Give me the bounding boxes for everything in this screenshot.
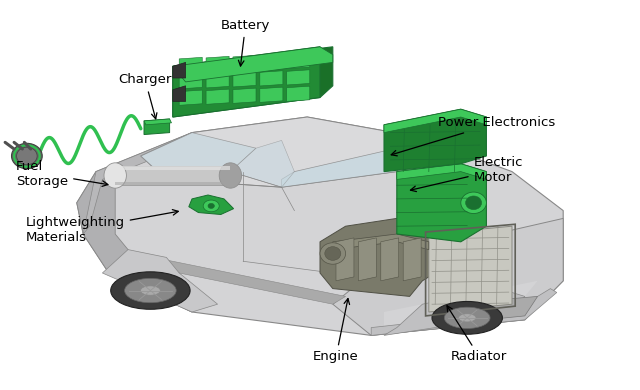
Polygon shape: [83, 133, 192, 234]
Polygon shape: [206, 89, 229, 104]
Ellipse shape: [104, 163, 127, 188]
Polygon shape: [397, 164, 486, 179]
Polygon shape: [233, 88, 256, 103]
Polygon shape: [320, 218, 435, 296]
Polygon shape: [173, 47, 320, 117]
Text: Fuel
Storage: Fuel Storage: [16, 160, 108, 188]
Polygon shape: [115, 182, 230, 185]
Polygon shape: [287, 86, 310, 101]
Ellipse shape: [444, 307, 490, 328]
Polygon shape: [233, 55, 256, 71]
Polygon shape: [115, 166, 230, 170]
Polygon shape: [206, 56, 229, 71]
Ellipse shape: [325, 247, 341, 261]
Polygon shape: [144, 119, 170, 135]
Polygon shape: [189, 195, 234, 215]
Polygon shape: [260, 87, 283, 102]
Polygon shape: [371, 289, 557, 335]
Polygon shape: [403, 238, 421, 281]
Text: Battery: Battery: [221, 19, 270, 66]
Polygon shape: [282, 136, 416, 187]
Text: Engine: Engine: [313, 298, 359, 363]
Polygon shape: [77, 172, 205, 312]
Polygon shape: [173, 47, 333, 117]
Text: Charger: Charger: [118, 73, 172, 119]
Ellipse shape: [141, 286, 160, 295]
Ellipse shape: [17, 147, 37, 165]
Ellipse shape: [12, 143, 42, 168]
Polygon shape: [287, 53, 310, 69]
Polygon shape: [448, 296, 538, 324]
Polygon shape: [333, 234, 429, 250]
Polygon shape: [173, 86, 186, 101]
Ellipse shape: [204, 200, 219, 212]
Polygon shape: [77, 117, 563, 335]
Polygon shape: [115, 166, 230, 185]
Ellipse shape: [466, 196, 482, 210]
Polygon shape: [141, 133, 256, 179]
Polygon shape: [233, 72, 256, 87]
Polygon shape: [260, 54, 283, 69]
Polygon shape: [397, 164, 486, 242]
Ellipse shape: [219, 163, 241, 188]
Polygon shape: [141, 257, 346, 304]
Polygon shape: [384, 109, 486, 172]
Polygon shape: [260, 71, 283, 86]
Text: Power Electronics: Power Electronics: [391, 116, 556, 156]
Polygon shape: [144, 119, 172, 125]
Polygon shape: [384, 109, 486, 133]
Polygon shape: [179, 74, 202, 89]
Ellipse shape: [461, 192, 486, 214]
Polygon shape: [141, 117, 416, 187]
Ellipse shape: [320, 243, 346, 264]
Polygon shape: [358, 238, 376, 281]
Text: Radiator: Radiator: [447, 306, 508, 363]
Text: Lightweighting
Materials: Lightweighting Materials: [26, 209, 179, 244]
Polygon shape: [206, 73, 229, 88]
Polygon shape: [287, 70, 310, 85]
Polygon shape: [173, 62, 186, 78]
Ellipse shape: [432, 301, 502, 334]
Ellipse shape: [125, 278, 176, 303]
Ellipse shape: [208, 204, 214, 208]
Ellipse shape: [111, 272, 190, 309]
Polygon shape: [381, 238, 399, 281]
Polygon shape: [230, 140, 294, 187]
Polygon shape: [336, 238, 354, 281]
Text: Electric
Motor: Electric Motor: [410, 156, 523, 191]
Polygon shape: [102, 250, 218, 312]
Polygon shape: [173, 47, 333, 82]
Polygon shape: [384, 289, 525, 335]
Polygon shape: [384, 281, 538, 328]
Ellipse shape: [458, 314, 476, 322]
Polygon shape: [179, 90, 202, 105]
Polygon shape: [429, 226, 512, 312]
Polygon shape: [179, 57, 202, 73]
Polygon shape: [333, 218, 563, 335]
